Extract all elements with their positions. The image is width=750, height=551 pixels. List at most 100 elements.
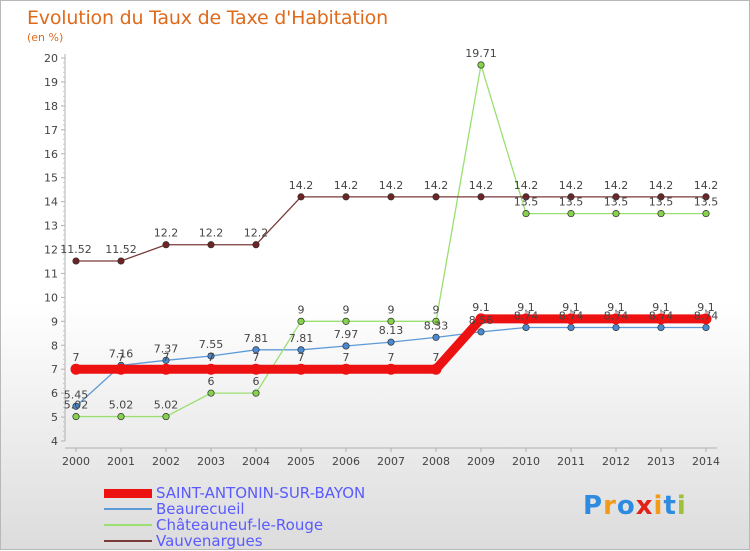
data-label: 8.56	[469, 314, 494, 327]
y-tick-label: 20	[44, 52, 58, 65]
series-point	[72, 402, 80, 410]
series-point	[72, 257, 80, 265]
data-label: 14.2	[559, 179, 584, 192]
series-point	[387, 317, 395, 325]
proxiti-logo: Proxiti	[583, 491, 687, 521]
legend-label: Beaurecueil	[156, 500, 245, 518]
series-point	[162, 413, 170, 421]
chart-title: Evolution du Taux de Taxe d'Habitation	[27, 7, 388, 29]
data-label: 6	[253, 375, 260, 388]
series-point	[475, 313, 487, 325]
logo-letter: i	[653, 491, 664, 521]
data-label: 8.74	[649, 310, 674, 323]
series-point	[297, 346, 305, 354]
x-tick-label: 2009	[467, 455, 495, 468]
data-label: 8.13	[379, 324, 404, 337]
y-tick-label: 17	[44, 124, 58, 137]
data-label: 7.37	[154, 342, 179, 355]
data-label: 11.52	[105, 243, 137, 256]
data-label: 9.1	[652, 301, 670, 314]
series-point	[612, 323, 620, 332]
x-tick-label: 2011	[557, 455, 585, 468]
series-point	[115, 363, 127, 375]
data-label: 7	[253, 351, 260, 364]
series-point	[70, 363, 82, 375]
data-label: 5.02	[154, 399, 179, 412]
y-tick-label: 18	[44, 100, 58, 113]
x-tick-label: 2012	[602, 455, 630, 468]
legend-label: SAINT-ANTONIN-SUR-BAYON	[156, 484, 366, 502]
legend-label: Vauvenargues	[156, 532, 263, 550]
series-point	[297, 317, 305, 325]
data-label: 5.45	[64, 388, 89, 401]
data-label: 14.2	[469, 179, 494, 192]
data-label: 7	[118, 351, 125, 364]
series-point	[387, 338, 395, 346]
series-point	[520, 313, 532, 325]
series-point	[702, 323, 710, 332]
data-label: 7.55	[199, 338, 224, 351]
y-tick-label: 9	[51, 315, 58, 328]
data-label: 7.81	[289, 332, 314, 345]
series-point	[252, 389, 260, 397]
data-label: 9.1	[697, 301, 715, 314]
data-label: 14.2	[514, 179, 539, 192]
data-label: 9	[343, 303, 350, 316]
data-label: 7	[73, 351, 80, 364]
data-label: 13.5	[649, 196, 674, 209]
series-point	[250, 363, 262, 375]
data-label: 9	[298, 303, 305, 316]
data-label: 14.2	[334, 179, 359, 192]
data-label: 13.5	[604, 196, 629, 209]
series-point	[160, 363, 172, 375]
data-label: 13.5	[694, 196, 719, 209]
series-point	[700, 313, 712, 325]
series-point	[610, 313, 622, 325]
series-point	[432, 333, 440, 341]
y-tick-label: 15	[44, 172, 58, 185]
data-label: 13.5	[514, 196, 539, 209]
data-label: 12.2	[199, 227, 224, 240]
data-label: 14.2	[289, 179, 314, 192]
series-point	[612, 193, 620, 201]
logo-letter: x	[635, 491, 654, 521]
y-tick-label: 8	[51, 339, 58, 352]
series-point	[117, 257, 125, 265]
data-label: 7	[163, 351, 170, 364]
data-label: 9.1	[472, 301, 490, 314]
x-tick-label: 2013	[647, 455, 675, 468]
series-point	[117, 413, 125, 421]
y-tick-label: 11	[44, 267, 58, 280]
data-label: 14.2	[649, 179, 674, 192]
data-label: 7	[298, 351, 305, 364]
data-label: 12.2	[154, 227, 179, 240]
logo-letter: r	[603, 491, 617, 521]
y-tick-label: 12	[44, 244, 58, 257]
data-label: 7.97	[334, 328, 359, 341]
x-tick-label: 2006	[332, 455, 360, 468]
series-point	[432, 193, 440, 201]
series-point	[655, 313, 667, 325]
y-tick-label: 16	[44, 148, 58, 161]
logo-letter: P	[583, 491, 604, 521]
x-tick-label: 2004	[242, 455, 270, 468]
series-point	[297, 193, 305, 201]
series-point	[342, 342, 350, 350]
y-tick-label: 5	[51, 411, 58, 424]
data-label: 8.74	[604, 310, 629, 323]
series-point	[657, 323, 665, 332]
x-tick-label: 2003	[197, 455, 225, 468]
data-label: 8.74	[694, 310, 719, 323]
chart-unit: (en %)	[27, 31, 64, 44]
series-point	[702, 210, 710, 218]
data-label: 7	[433, 351, 440, 364]
y-tick-label: 7	[51, 363, 58, 376]
x-tick-label: 2002	[152, 455, 180, 468]
y-tick-label: 10	[44, 291, 58, 304]
series-point	[565, 313, 577, 325]
legend-swatch	[104, 508, 152, 510]
data-label: 14.2	[604, 179, 629, 192]
series-point	[207, 352, 215, 360]
data-label: 9.1	[517, 301, 535, 314]
legend-swatch	[104, 524, 152, 526]
